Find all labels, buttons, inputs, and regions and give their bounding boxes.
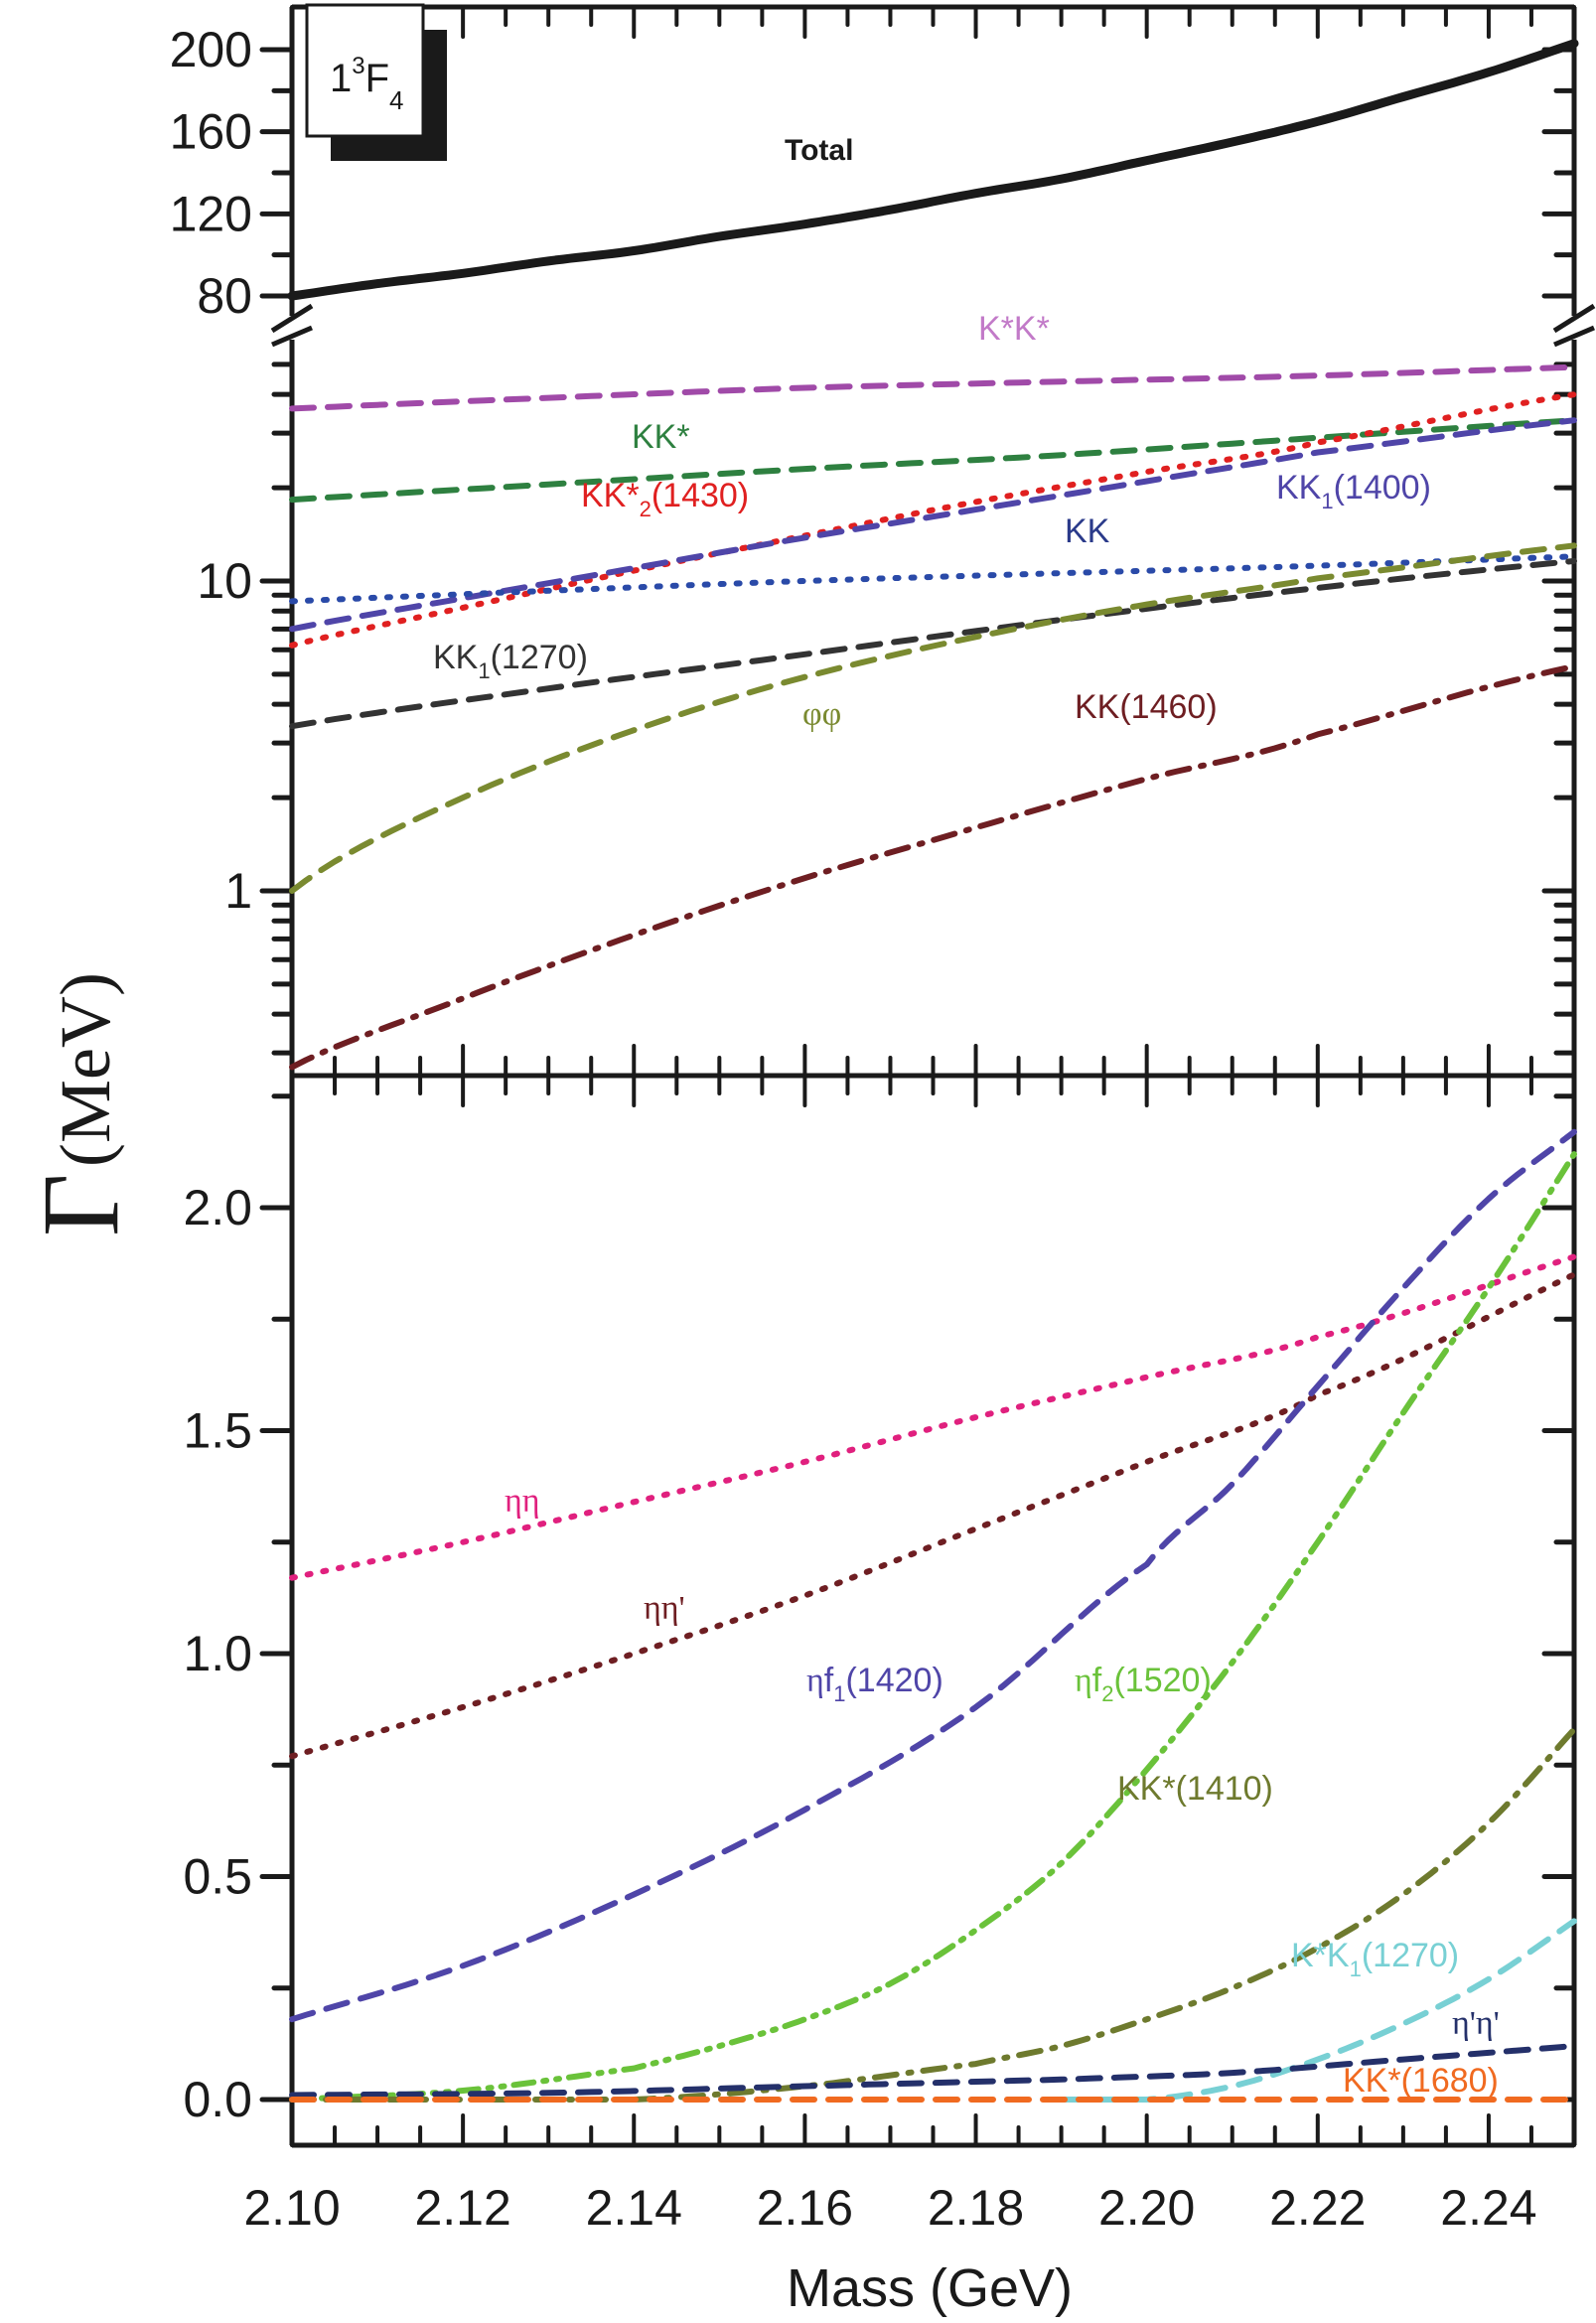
y-tick-label: 2.0 bbox=[183, 1180, 252, 1235]
state-label: 13F4 bbox=[330, 53, 404, 115]
label-kkstar2-1430: KK*2(1430) bbox=[581, 477, 749, 521]
axis-break-mark-left bbox=[270, 303, 314, 334]
label-kk1460: KK(1460) bbox=[1075, 688, 1218, 726]
x-tick-label: 2.12 bbox=[414, 2180, 510, 2236]
label-kk1-1400: KK1(1400) bbox=[1276, 469, 1431, 513]
lower-curve-etaf2-1520- bbox=[289, 1151, 1577, 2103]
y-tick-label: 80 bbox=[197, 268, 252, 324]
axis-break-mark-right bbox=[1552, 303, 1596, 334]
y-tick-label: 160 bbox=[170, 104, 252, 160]
lower-curve-etaprimeetaprime bbox=[289, 2043, 1577, 2099]
y-tick-label: 200 bbox=[170, 22, 252, 77]
label-kk1-1270: KK1(1270) bbox=[433, 639, 588, 683]
y-tick-label: 1 bbox=[224, 863, 252, 919]
y-tick-label: 0.5 bbox=[183, 1849, 252, 1905]
upper-curve-kk- bbox=[289, 417, 1577, 504]
y-axis-unit: (MeV) bbox=[46, 972, 125, 1167]
upper-curve-phiphi bbox=[289, 542, 1577, 894]
label-kk: KK bbox=[1065, 512, 1110, 550]
state-label-box: 13F4 bbox=[305, 3, 447, 161]
lower-curve-etaf1-1420- bbox=[289, 1128, 1577, 2023]
x-tick-label: 2.14 bbox=[586, 2180, 682, 2236]
label-kstar-k1-1270: K*K1(1270) bbox=[1291, 1937, 1459, 1981]
axis-titles: Mass (GeV) Γ (MeV) bbox=[20, 972, 1073, 2318]
upper-curve-kk1-1270- bbox=[289, 557, 1577, 730]
label-etaprime-etaprime: η'η' bbox=[1452, 2005, 1500, 2042]
lower-curve-kk-1410- bbox=[289, 1726, 1577, 2103]
upper-curve-kk1-1400- bbox=[289, 417, 1577, 633]
label-total: Total bbox=[785, 134, 853, 167]
label-etaeta: ηη bbox=[505, 1483, 540, 1520]
x-axis-title: Mass (GeV) bbox=[787, 2258, 1073, 2318]
x-tick-label: 2.16 bbox=[757, 2180, 853, 2236]
label-etaetaprime: ηη' bbox=[644, 1590, 685, 1627]
lower-curve-etaeta bbox=[289, 1253, 1577, 1581]
label-kkstar1680: KK*(1680) bbox=[1343, 2062, 1499, 2100]
upper-curve-k-k- bbox=[289, 363, 1577, 412]
upper-curve-kk-2-1430- bbox=[289, 391, 1577, 649]
y-axis-title: Γ (MeV) bbox=[20, 972, 141, 1236]
y-tick-label: 0.0 bbox=[183, 2072, 252, 2127]
y-tick-label: 1.0 bbox=[183, 1626, 252, 1681]
y-axis-symbol: Γ bbox=[20, 1173, 141, 1236]
label-etaf1-1420: ηf1(1420) bbox=[806, 1662, 943, 1706]
y-tick-label: 120 bbox=[170, 186, 252, 241]
upper-curve-kk-1460- bbox=[289, 663, 1577, 1071]
y-tick-label: 10 bbox=[197, 553, 252, 609]
x-tick-label: 2.24 bbox=[1440, 2180, 1536, 2236]
state-box bbox=[305, 3, 425, 138]
curve-labels: Total K*K* KK* KK*2(1430) KK1(1400) KK K… bbox=[433, 134, 1500, 2100]
axes-frames: 2.10 2.12 2.14 2.16 2.18 2.20 2.22 2.24 80 120 160… bbox=[170, 4, 1596, 2236]
axis-break-mark-left bbox=[271, 325, 313, 348]
label-kstar-kstar: K*K* bbox=[978, 310, 1050, 348]
x-tick-label: 2.18 bbox=[928, 2180, 1024, 2236]
lower-curve-etaetaprime bbox=[289, 1271, 1577, 1760]
label-kkstar1410: KK*(1410) bbox=[1117, 1770, 1273, 1808]
label-kkstar: KK* bbox=[632, 418, 690, 456]
x-tick-label: 2.22 bbox=[1269, 2180, 1366, 2236]
label-phiphi: φφ bbox=[802, 696, 841, 733]
y-tick-label: 1.5 bbox=[183, 1403, 252, 1459]
axis-break-mark-right bbox=[1553, 325, 1595, 348]
x-tick-label: 2.20 bbox=[1098, 2180, 1195, 2236]
x-tick-label: 2.10 bbox=[243, 2180, 340, 2236]
upper-curve-total bbox=[287, 39, 1579, 301]
label-etaf2-1520: ηf2(1520) bbox=[1075, 1662, 1212, 1706]
upper-curve-kk bbox=[289, 553, 1577, 605]
curves bbox=[287, 39, 1579, 2103]
lower-curve-k-k1-1270- bbox=[1058, 1918, 1577, 2103]
